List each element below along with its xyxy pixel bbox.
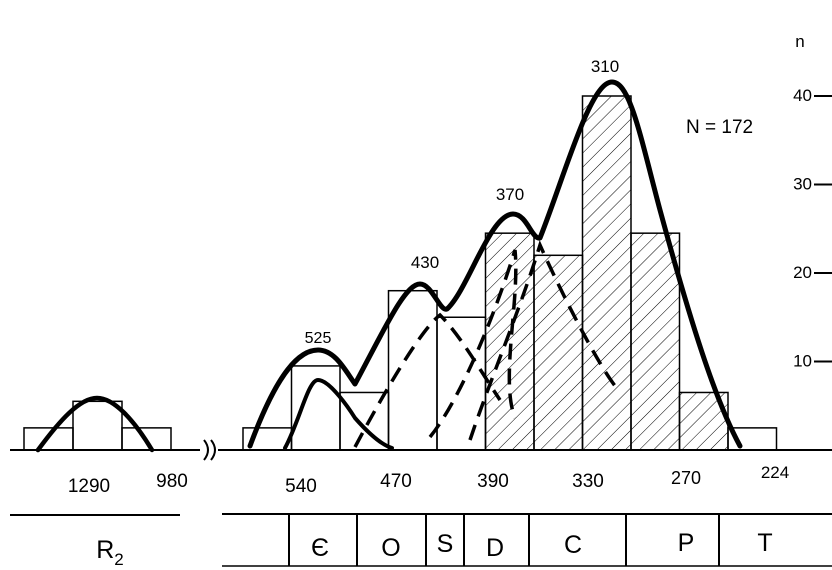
x-tick-224: 224 <box>761 463 789 482</box>
component-curve-330 <box>468 240 622 441</box>
sample-size-label: N = 172 <box>686 117 753 138</box>
axis-break-mark <box>203 439 216 461</box>
y-axis-ticks: 10 20 30 40 <box>793 86 832 371</box>
right-hatch-8 <box>631 233 680 450</box>
period-label-carboniferous: C <box>564 531 582 559</box>
peak-label-525: 525 <box>305 330 332 347</box>
left-bar-2 <box>121 427 172 451</box>
component-curve-370 <box>428 249 518 439</box>
period-label-devonian: D <box>486 534 504 562</box>
right-bar-8 <box>630 232 681 451</box>
peak-label-310: 310 <box>591 57 619 76</box>
envelope-curve <box>247 79 743 449</box>
y-tick-label-20: 20 <box>793 263 812 282</box>
peak-label-370: 370 <box>496 185 524 204</box>
component-curve-525 <box>283 377 394 450</box>
right-bar-3 <box>387 289 438 451</box>
period-label-silurian: S <box>437 530 454 558</box>
x-tick-470: 470 <box>380 471 412 492</box>
period-label-r2-subscript: 2 <box>114 550 123 569</box>
period-label-cambrian: Є <box>311 534 329 562</box>
x-tick-270: 270 <box>671 468 701 488</box>
period-label-permian: P <box>678 529 695 557</box>
period-label-triassic: T <box>757 529 772 557</box>
period-label-ordovician: O <box>381 534 400 562</box>
x-tick-540: 540 <box>285 476 317 497</box>
component-curve-1290 <box>35 395 155 453</box>
right-bar-10 <box>727 427 778 451</box>
y-tick-label-10: 10 <box>793 352 812 371</box>
x-tick-330: 330 <box>572 471 604 492</box>
y-tick-label-40: 40 <box>793 86 812 105</box>
x-tick-980: 980 <box>156 471 188 492</box>
left-bar-1 <box>72 400 123 451</box>
period-label-r2: R2 <box>96 536 124 569</box>
y-tick-label-30: 30 <box>793 175 812 194</box>
right-hatch-7 <box>582 96 631 450</box>
histogram-left <box>23 400 172 451</box>
peak-label-430: 430 <box>411 253 439 272</box>
y-axis-label: n <box>795 32 804 51</box>
component-curve-430 <box>353 312 502 448</box>
x-tick-1290: 1290 <box>68 476 110 497</box>
x-tick-390: 390 <box>477 471 509 492</box>
